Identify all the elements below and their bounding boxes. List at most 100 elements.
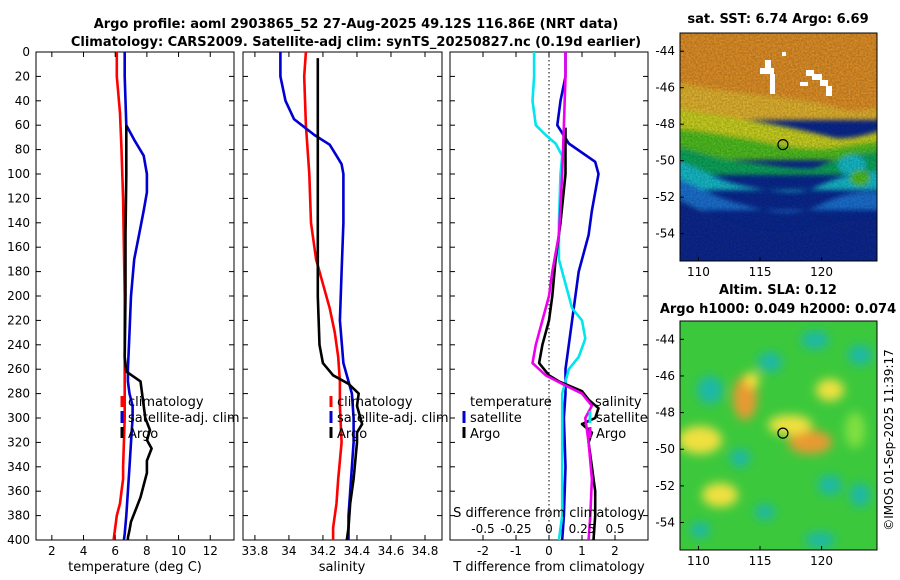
sst-map-title: sat. SST: 6.74 Argo: 6.69 [687,12,868,27]
map-lat-label: -54 [655,516,675,530]
legend-temperature-satellite-label: satellite [470,411,522,426]
map-lat-label: -46 [655,81,675,95]
temperature-xlabel: temperature (deg C) [68,560,202,575]
x-tick-label: -1 [510,544,522,558]
series-climatology [112,52,126,541]
salinity-diff-tick-label: 0.25 [569,522,596,536]
sla-map-title-line1: Altim. SLA: 0.12 [719,283,837,298]
map-lon-label: 110 [687,554,710,568]
salinity-diff-tick-label: 0 [545,522,553,536]
series-salinity-satellite [531,52,587,541]
sst-cloud-mask [760,52,832,96]
legend-satellite-label: satellite-adj. clim [128,411,240,426]
temperature-legend: climatology satellite-adj. clim Argo [120,395,240,442]
salinity-xlabel: salinity [319,560,366,575]
series-argo [123,125,153,540]
map-lon-label: 120 [810,554,833,568]
map-lat-label: -44 [655,332,675,346]
depth-tick-label: 220 [7,313,30,327]
salinity-diff-tick-label: -0.25 [500,522,531,536]
depth-tick-label: 140 [7,216,30,230]
sst-map-image [680,33,877,261]
series-climatology [302,51,343,540]
x-tick-label: 1 [578,544,586,558]
depth-tick-label: 320 [7,435,30,449]
x-tick-label: 33.8 [242,544,269,558]
depth-tick-label: 360 [7,484,30,498]
difference-legend: temperature satellite Argo salinity sate… [462,395,648,442]
depth-tick-label: 160 [7,240,30,254]
depth-tick-label: 20 [15,69,30,83]
x-tick-label: -2 [477,544,489,558]
map-lon-label: 115 [749,265,772,279]
salinity-legend: climatology satellite-adj. clim Argo [329,395,449,442]
x-tick-label: 10 [171,544,186,558]
sla-argo-position-marker [777,427,789,439]
map-lat-label: -46 [655,369,675,383]
depth-tick-label: 40 [15,94,30,108]
imos-timestamp: ©IMOS 01-Sep-2025 11:39:17 [882,349,896,531]
depth-tick-label: 0 [22,45,30,59]
legend-temperature-heading: temperature [470,395,552,410]
depth-tick-label: 280 [7,387,30,401]
temperature-plot-frame [35,51,235,541]
x-tick-label: 34.4 [344,544,371,558]
x-tick-label: 2 [48,544,56,558]
series-temperature-satellite [555,52,600,541]
map-lat-label: -52 [655,190,675,204]
x-tick-label: 2 [611,544,619,558]
depth-tick-label: 340 [7,460,30,474]
depth-tick-label: 60 [15,118,30,132]
depth-tick-label: 240 [7,338,30,352]
series-argo [316,58,364,541]
map-lat-label: -50 [655,442,675,456]
legend-argo-label: Argo [128,427,158,442]
map-lon-label: 110 [687,265,710,279]
salinity-panel: 33.8 34 34.2 34.4 34.6 34.8 salinity climatol… [242,51,449,575]
x-tick-label: 4 [80,544,88,558]
series-satellite-adj-clim [122,52,149,541]
depth-tick-label: 200 [7,289,30,303]
sla-map-title-line2: Argo h1000: 0.049 h2000: 0.074 [660,302,896,317]
temperature-difference-xlabel: T difference from climatology [452,560,645,575]
legend-salinity-heading: salinity [595,395,642,410]
x-tick-label: 6 [111,544,119,558]
figure-title-line1: Argo profile: aoml 2903865_52 27-Aug-202… [94,17,619,32]
depth-tick-label: 100 [7,167,30,181]
sla-map-frame [679,320,878,551]
depth-tick-label: 120 [7,191,30,205]
temperature-panel: 2 4 6 8 10 12 temperature (deg C) climatology… [35,51,240,575]
x-tick-label: 34.6 [378,544,405,558]
map-lat-label: -54 [655,227,675,241]
map-lat-label: -52 [655,479,675,493]
depth-tick-label: 300 [7,411,30,425]
map-lat-label: -50 [655,154,675,168]
series-satellite-adj-clim [279,52,355,540]
figure-title-line2: Climatology: CARS2009. Satellite-adj cli… [71,35,641,50]
map-lat-label: -44 [655,44,675,58]
legend-satellite-label: satellite-adj. clim [337,411,449,426]
sst-map-frame [679,32,878,262]
depth-tick-label: 400 [7,533,30,547]
depth-tick-label: 260 [7,362,30,376]
x-tick-label: 34.8 [412,544,439,558]
difference-panel: -2 -1 0 1 2 -0.5 -0.25 0 0.25 0.5 S difference f… [449,51,649,575]
salinity-diff-tick-label: -0.5 [471,522,494,536]
map-lat-label: -48 [655,117,675,131]
depth-tick-label: 80 [15,143,30,157]
legend-argo-label: Argo [337,427,367,442]
map-lat-label: -48 [655,406,675,420]
sst-map: sat. SST: 6.74 Argo: 6.69 [655,12,878,279]
x-tick-label: 0 [545,544,553,558]
x-tick-label: 34.2 [310,544,337,558]
sla-map: Altim. SLA: 0.12 Argo h1000: 0.049 h2000… [655,283,896,568]
sla-map-image [680,321,877,550]
map-lon-label: 115 [749,554,772,568]
depth-tick-label: 180 [7,265,30,279]
x-tick-label: 34 [281,544,296,558]
legend-temperature-argo-label: Argo [470,427,500,442]
map-lon-label: 120 [810,265,833,279]
legend-salinity-argo-label: Argo [596,427,626,442]
salinity-plot-frame [242,51,443,541]
